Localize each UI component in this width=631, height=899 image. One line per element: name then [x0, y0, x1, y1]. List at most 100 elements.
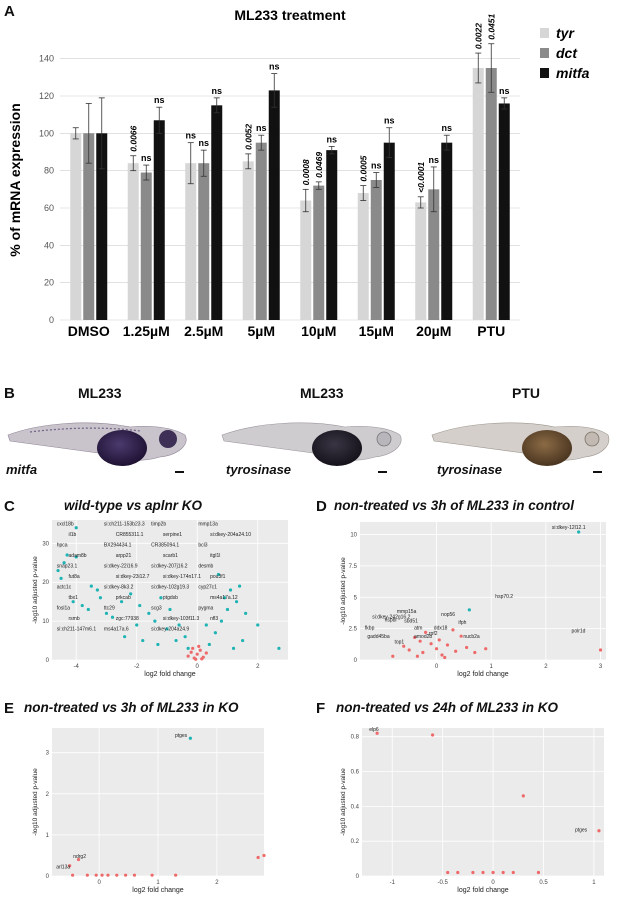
gene-label: ptges	[175, 733, 188, 739]
data-point	[467, 608, 471, 612]
y-axis-label: % of mRNA expression	[7, 103, 23, 257]
y-tick-label: 0	[49, 315, 54, 325]
photo-2-label: ML233	[300, 385, 344, 401]
gene-label: si:ch211-153b23.3	[104, 522, 145, 528]
bar	[211, 105, 223, 320]
gene-label: si:dkey-174n17.1	[163, 574, 201, 580]
y-tick-label: 10	[42, 619, 49, 625]
data-point	[168, 607, 172, 612]
bar	[300, 200, 312, 320]
y-tick-label: 0	[354, 658, 358, 664]
significance-label: ns	[185, 131, 196, 141]
data-point	[98, 596, 103, 600]
x-tick-label: 5µM	[247, 323, 275, 339]
y-axis-label: -log10 adjusted p-value	[32, 556, 39, 624]
gene-label: hsp70.2	[495, 594, 513, 600]
gene-label: timp2b	[151, 522, 166, 528]
significance-label: ns	[428, 155, 439, 165]
data-point	[256, 855, 260, 860]
data-point	[129, 592, 133, 596]
gene-label: nop56	[441, 612, 455, 618]
x-axis-label: log2 fold change	[457, 887, 508, 894]
significance-label: ns	[154, 95, 165, 105]
data-point	[407, 648, 411, 652]
significance-label: ns	[499, 86, 510, 96]
gene-label: ifph	[458, 620, 466, 626]
gene-label: arl13a	[56, 865, 70, 871]
p-value-label: 0.0469	[314, 152, 324, 178]
legend-swatch	[540, 48, 549, 58]
x-tick-label: 2	[544, 664, 548, 670]
p-value-label: 0.0066	[128, 125, 138, 151]
data-point	[375, 731, 379, 735]
data-point	[59, 576, 63, 580]
gene-label: hspbl	[385, 617, 397, 623]
gene-label: zgc:77938	[116, 616, 139, 622]
data-point	[521, 794, 525, 798]
gene-label: polr1d	[572, 628, 586, 634]
y-tick-label: 0	[356, 874, 360, 880]
data-point	[429, 642, 433, 646]
data-point	[577, 530, 581, 534]
scale-bar-2	[378, 471, 387, 473]
photo-1-caption: mitfa	[6, 462, 38, 477]
gene-label: mmp13a	[198, 522, 218, 528]
data-point	[95, 588, 99, 592]
gene-label: bcl3	[198, 543, 207, 549]
bar	[357, 193, 369, 320]
gene-label: amod2b	[414, 634, 432, 640]
x-axis-label: log2 fold change	[132, 887, 183, 894]
significance-label: ns	[141, 153, 152, 163]
data-point	[598, 648, 603, 652]
panel-c-title: wild-type vs aplnr KO	[64, 498, 203, 513]
data-point	[402, 644, 406, 648]
data-point	[85, 873, 89, 877]
data-point	[100, 873, 104, 877]
data-point	[198, 648, 202, 652]
larva-ptu-tyrosinase	[431, 422, 610, 466]
data-point	[174, 638, 178, 643]
data-point	[189, 650, 193, 654]
data-point	[119, 600, 124, 604]
gene-label: actc1c	[57, 585, 72, 591]
x-tick-label: -1	[390, 880, 396, 886]
photo-3-caption: tyrosinase	[437, 462, 503, 477]
data-point	[465, 645, 469, 650]
data-point	[200, 657, 204, 661]
significance-label: ns	[371, 161, 382, 171]
y-tick-label: 0.6	[351, 770, 360, 776]
data-point	[536, 870, 541, 875]
gene-label: ndrg2	[73, 854, 86, 860]
gene-label: tbx1	[69, 595, 79, 601]
data-point	[89, 584, 93, 588]
gene-label: CR385094.1	[151, 543, 179, 549]
bar	[485, 68, 497, 320]
y-tick-label: 2.5	[349, 627, 358, 633]
data-point	[191, 646, 195, 650]
gene-label: si:dkey-242g16.2	[372, 615, 410, 621]
data-point	[446, 870, 450, 875]
panel-e-title: non-treated vs 3h of ML233 in KO	[24, 700, 239, 715]
data-point	[132, 873, 137, 877]
y-tick-label: 0	[46, 874, 50, 880]
y-tick-label: 140	[39, 54, 54, 64]
x-tick-label: PTU	[477, 323, 505, 339]
data-point	[65, 553, 69, 557]
scale-bar-3	[593, 471, 602, 473]
data-point	[174, 873, 178, 877]
gene-label: nfl3	[210, 616, 218, 622]
x-tick-label: 1.25µM	[123, 323, 170, 339]
panel-a-letter: A	[4, 3, 15, 20]
bar	[326, 150, 338, 320]
data-point	[104, 611, 109, 615]
y-tick-label: 0	[46, 658, 50, 664]
y-axis-label: -log10 adjusted p-value	[32, 768, 39, 836]
x-tick-label: 1	[490, 664, 494, 670]
gene-label: elp6	[369, 727, 379, 733]
volcano-plot-f: -1 -0.5 0 0.5 1 0 0.2 0.4 0.6 0.8 log2 fold change…	[340, 727, 604, 894]
bar	[313, 185, 325, 320]
y-tick-label: 30	[42, 541, 49, 547]
gene-label: BX294434.1	[104, 543, 132, 549]
data-point	[138, 603, 142, 608]
x-tick-label: 0.5	[539, 880, 548, 886]
